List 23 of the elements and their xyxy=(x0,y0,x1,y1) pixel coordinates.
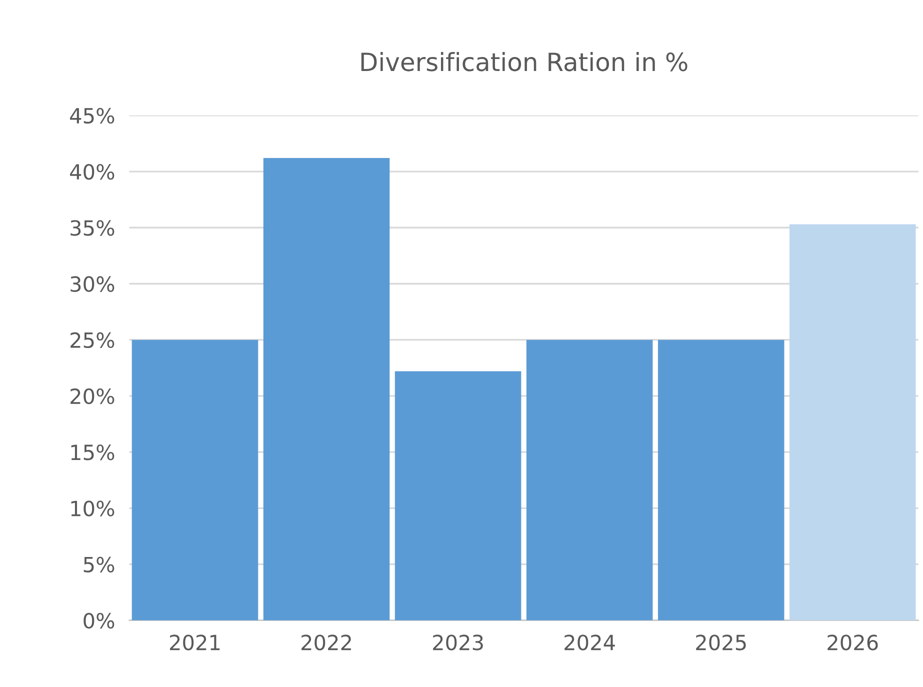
y-tick-label: 30% xyxy=(70,276,114,292)
bar xyxy=(789,224,916,620)
y-tick-label: 25% xyxy=(70,332,114,348)
x-tick-label: 2026 xyxy=(828,634,878,650)
bar xyxy=(132,340,258,620)
x-tick-label: 2024 xyxy=(564,634,615,650)
chart-title: Diversification Ration in % xyxy=(361,52,688,72)
x-tick-label: 2022 xyxy=(302,634,351,650)
y-tick-label: 45% xyxy=(70,108,114,124)
x-tick-label: 2023 xyxy=(433,634,483,650)
bar xyxy=(658,340,784,620)
x-tick-label: 2025 xyxy=(696,634,746,650)
y-tick-label: 5% xyxy=(84,556,114,572)
y-tick-label: 10% xyxy=(71,500,114,516)
y-tick-label: 20% xyxy=(70,388,114,404)
bar xyxy=(263,158,390,620)
y-tick-label: 35% xyxy=(70,220,114,236)
bar xyxy=(526,340,653,620)
x-tick-label: 2021 xyxy=(170,634,220,650)
y-tick-label: 0% xyxy=(84,612,114,629)
y-tick-label: 40% xyxy=(70,164,114,180)
y-tick-label: 15% xyxy=(71,444,114,460)
bar xyxy=(394,371,522,620)
